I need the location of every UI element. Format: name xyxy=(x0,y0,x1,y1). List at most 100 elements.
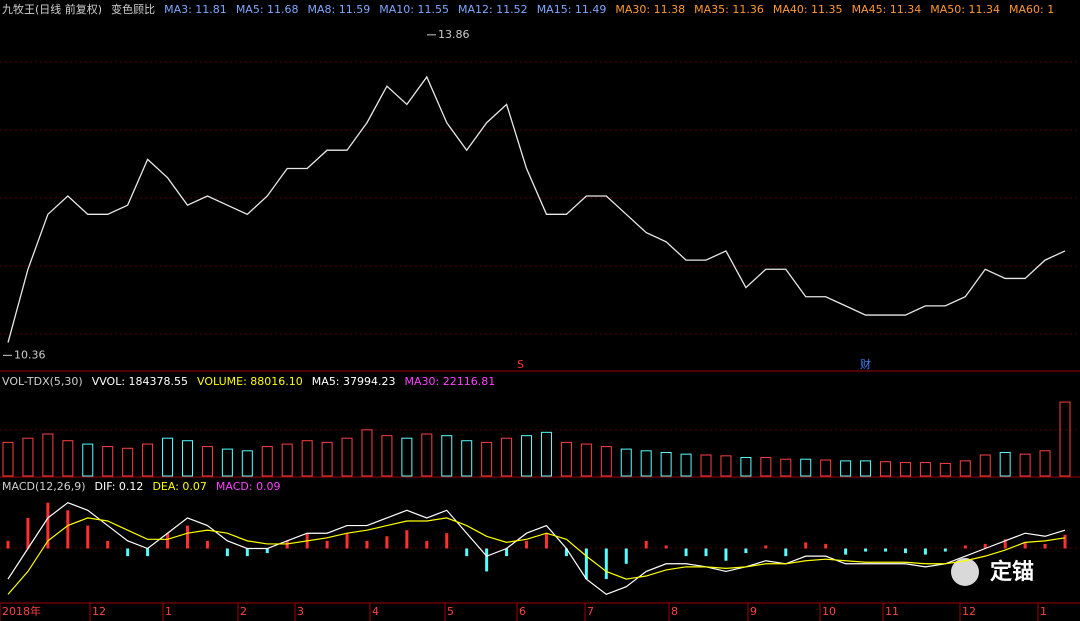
volume-bar xyxy=(959,460,971,477)
volume-bar xyxy=(441,435,453,477)
volume-bar xyxy=(880,461,892,477)
legend-label: MA10: 11.55 xyxy=(379,3,449,16)
volume-bar xyxy=(840,460,852,477)
x-tick-label: 11 xyxy=(885,605,899,618)
macd-line xyxy=(7,501,1066,596)
x-tick-label: 2 xyxy=(240,605,247,618)
volume-bar xyxy=(740,457,752,477)
volume-bar xyxy=(939,462,951,477)
legend-label: 九牧王(日线 前复权) xyxy=(2,2,102,16)
volume-bar xyxy=(1039,450,1051,477)
legend-label: MA5: 37994.23 xyxy=(312,375,396,388)
volume-bar xyxy=(860,460,872,477)
volume-bar xyxy=(800,458,812,477)
legend-label: VVOL: 184378.55 xyxy=(92,375,188,388)
volume-bar xyxy=(919,462,931,477)
x-tick-label: 1 xyxy=(165,605,172,618)
volume-bar xyxy=(760,457,772,477)
volume-bar xyxy=(640,450,652,477)
legend-label: MACD(12,26,9) xyxy=(2,480,86,493)
volume-bar xyxy=(600,446,612,477)
legend-label: MA12: 11.52 xyxy=(458,3,528,16)
volume-bar xyxy=(321,441,333,477)
volume-bar xyxy=(181,440,193,477)
legend-label: MA30: 11.38 xyxy=(615,3,685,16)
volume-bar xyxy=(899,462,911,477)
volume-bar xyxy=(501,437,513,477)
x-tick-label: 5 xyxy=(447,605,454,618)
legend-label: 变色顾比 xyxy=(111,2,155,16)
x-tick-label: 12 xyxy=(92,605,106,618)
legend-label: MA50: 11.34 xyxy=(930,3,1000,16)
marker: 财 xyxy=(860,357,871,371)
annotation: 13.86 xyxy=(438,28,470,41)
legend-label: VOLUME: 88016.10 xyxy=(197,375,303,388)
x-tick-label: 8 xyxy=(671,605,678,618)
x-tick-label: 3 xyxy=(297,605,304,618)
volume-bar xyxy=(22,437,34,477)
volume-bar xyxy=(62,440,74,477)
volume-bar xyxy=(241,450,253,477)
volume-bar xyxy=(122,447,134,477)
legend-label: MACD: 0.09 xyxy=(216,480,281,493)
macd-line xyxy=(7,517,1066,595)
volume-bar xyxy=(521,435,533,477)
watermark-icon xyxy=(951,558,979,586)
legend-label: MA45: 11.34 xyxy=(852,3,922,16)
legend-label: VOL-TDX(5,30) xyxy=(2,375,83,388)
volume-bar xyxy=(461,440,473,477)
volume-bar xyxy=(2,441,14,477)
volume-bar xyxy=(1059,401,1071,477)
volume-bar xyxy=(102,446,114,477)
volume-bar xyxy=(979,454,991,477)
volume-bar xyxy=(560,441,572,477)
volume-bar xyxy=(481,441,493,477)
price-line xyxy=(7,75,1066,343)
legend-label: MA60: 1 xyxy=(1009,3,1054,16)
watermark: 定锚 xyxy=(990,559,1034,585)
volume-bar xyxy=(999,451,1011,477)
volume-bar xyxy=(660,451,672,477)
x-tick-label: 12 xyxy=(962,605,976,618)
x-tick-label: 9 xyxy=(750,605,757,618)
x-tick-label: 4 xyxy=(372,605,379,618)
x-tick-label: 10 xyxy=(822,605,836,618)
volume-bar xyxy=(620,448,632,477)
volume-bar xyxy=(1019,453,1031,477)
volume-bar xyxy=(142,443,154,477)
volume-bar xyxy=(700,454,712,477)
x-tick-label: 7 xyxy=(587,605,594,618)
volume-bar xyxy=(820,459,832,477)
volume-bar xyxy=(401,437,413,477)
volume-bar xyxy=(381,435,393,477)
volume-bar xyxy=(221,448,233,477)
volume-bar xyxy=(780,458,792,477)
volume-bar xyxy=(580,443,592,477)
marker: S xyxy=(517,358,524,371)
volume-bar xyxy=(341,437,353,477)
volume-bar xyxy=(261,446,273,477)
legend-label: DEA: 0.07 xyxy=(152,480,206,493)
volume-bar xyxy=(421,433,433,477)
volume-bar xyxy=(301,440,313,477)
volume-bar xyxy=(680,453,692,477)
volume-bar xyxy=(162,437,174,477)
volume-bar xyxy=(540,431,552,477)
volume-bar xyxy=(82,443,94,477)
legend-label: MA5: 11.68 xyxy=(236,3,299,16)
volume-bar xyxy=(42,433,54,477)
volume-bar xyxy=(720,455,732,477)
x-tick-label: 2018年 xyxy=(2,604,41,618)
volume-bar xyxy=(361,429,373,477)
volume-bar xyxy=(281,443,293,477)
legend-label: DIF: 0.12 xyxy=(95,480,144,493)
legend-label: MA35: 11.36 xyxy=(694,3,764,16)
legend-label: MA30: 22116.81 xyxy=(405,375,496,388)
x-tick-label: 1 xyxy=(1040,605,1047,618)
annotation: 10.36 xyxy=(14,348,46,361)
volume-bar xyxy=(201,446,213,477)
legend-label: MA3: 11.81 xyxy=(164,3,227,16)
x-tick-label: 6 xyxy=(519,605,526,618)
